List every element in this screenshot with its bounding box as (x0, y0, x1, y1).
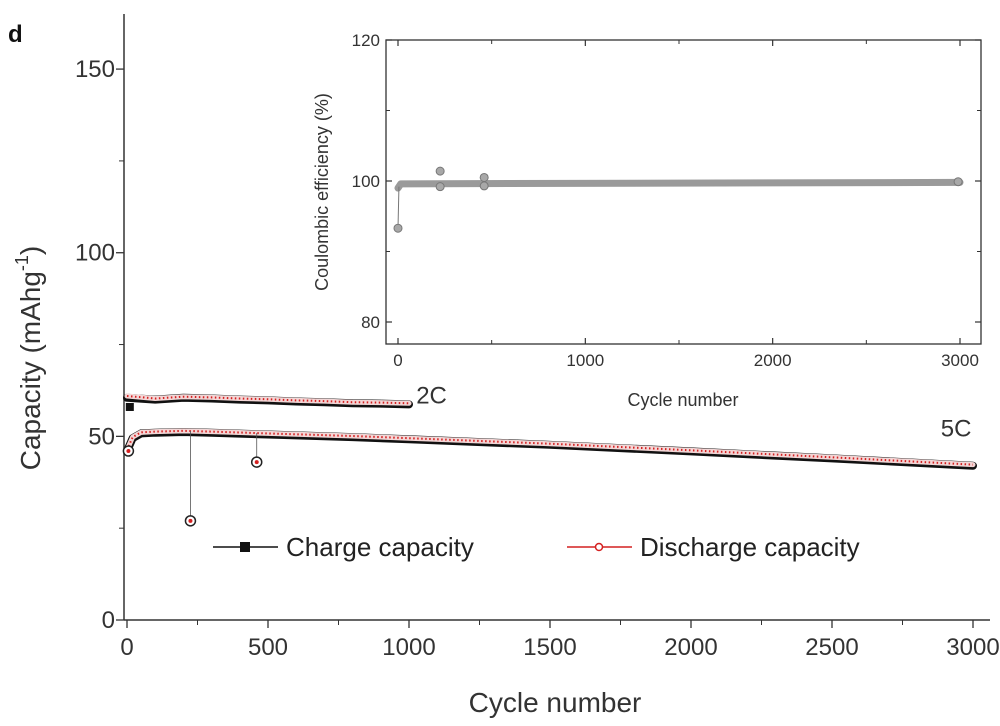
inset-x-tick-label: 2000 (754, 351, 792, 370)
main-y-tick-label: 0 (102, 607, 115, 634)
main-x-axis-title: Cycle number (469, 687, 642, 718)
discharge-capacity-point-core (126, 449, 131, 454)
inset-x-tick-label: 0 (393, 351, 402, 370)
main-x-tick-label: 1500 (523, 634, 576, 661)
main-y-tick-label: 150 (75, 56, 115, 83)
coulombic-efficiency-point (953, 177, 963, 187)
discharge-capacity-point-core (254, 460, 259, 465)
coulombic-efficiency-point (393, 223, 403, 233)
main-x-tick-label: 2500 (805, 634, 858, 661)
inset-x-tick-label: 3000 (941, 351, 979, 370)
discharge-capacity-point-core (188, 518, 193, 523)
discharge-capacity-2C-line (126, 394, 410, 405)
main-x-tick-label: 500 (248, 634, 288, 661)
inset-frame (385, 39, 982, 345)
legend-charge-marker (240, 542, 250, 552)
discharge-capacity-5C-band (124, 428, 976, 468)
inset-y-tick-label: 100 (352, 172, 380, 191)
legend: Charge capacity Discharge capacity (213, 532, 860, 562)
coulombic-efficiency-point (435, 166, 445, 176)
inset-y-tick-label: 120 (352, 31, 380, 50)
charge-capacity-point (125, 402, 134, 411)
main-y-axis-title: Capacity (mAhg-1) (12, 246, 46, 471)
panel-label: d (8, 21, 23, 48)
legend-charge-label: Charge capacity (286, 532, 474, 562)
inset-y-tick-label: 80 (361, 313, 380, 332)
rate-annotation-5C: 5C (941, 415, 972, 442)
main-x-tick-label: 1000 (382, 634, 435, 661)
inset-y-axis-title: Coulombic efficiency (%) (312, 93, 332, 291)
coulombic-efficiency-point (479, 172, 489, 182)
inset-plot: 0 1000 2000 3000 80 100 120 (352, 31, 982, 370)
coulombic-efficiency-point (435, 182, 445, 192)
inset-x-axis-title: Cycle number (627, 390, 738, 410)
legend-discharge-label: Discharge capacity (640, 532, 860, 562)
main-x-tick-label: 3000 (946, 634, 999, 661)
main-x-tick-label: 0 (120, 634, 133, 661)
ce-initial-connector (397, 186, 400, 229)
main-y-tick-label: 100 (75, 240, 115, 267)
inset-x-tick-label: 1000 (566, 351, 604, 370)
legend-discharge-marker (594, 542, 604, 552)
main-x-tick-label: 2000 (664, 634, 717, 661)
main-y-tick-label: 50 (88, 423, 115, 450)
coulombic-efficiency-point (479, 181, 489, 191)
rate-annotation-2C: 2C (416, 382, 447, 409)
